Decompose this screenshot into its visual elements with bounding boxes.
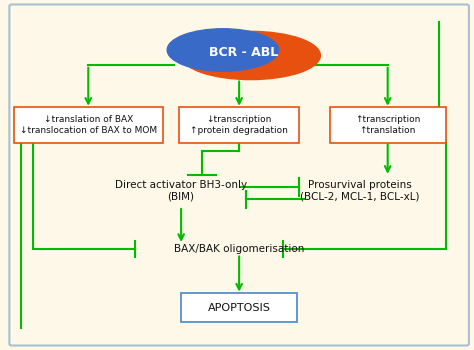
Text: Prosurvival proteins
(BCL-2, MCL-1, BCL-xL): Prosurvival proteins (BCL-2, MCL-1, BCL-…	[300, 180, 419, 201]
Text: ↓translation of BAX
↓translocation of BAX to MOM: ↓translation of BAX ↓translocation of BA…	[20, 115, 157, 135]
FancyBboxPatch shape	[181, 294, 297, 322]
Text: Direct activator BH3-only
(BIM): Direct activator BH3-only (BIM)	[115, 180, 247, 201]
FancyBboxPatch shape	[9, 5, 469, 345]
Ellipse shape	[181, 32, 320, 79]
Text: ↓transcription
↑protein degradation: ↓transcription ↑protein degradation	[190, 115, 288, 135]
FancyBboxPatch shape	[14, 107, 163, 143]
Text: BCR - ABL: BCR - ABL	[209, 46, 278, 59]
Text: BAX/BAK oligomerisation: BAX/BAK oligomerisation	[174, 244, 304, 254]
Text: APOPTOSIS: APOPTOSIS	[208, 303, 271, 313]
Ellipse shape	[167, 29, 279, 71]
Text: ↑transcription
↑translation: ↑transcription ↑translation	[355, 115, 420, 135]
FancyBboxPatch shape	[329, 107, 446, 143]
FancyBboxPatch shape	[179, 107, 300, 143]
